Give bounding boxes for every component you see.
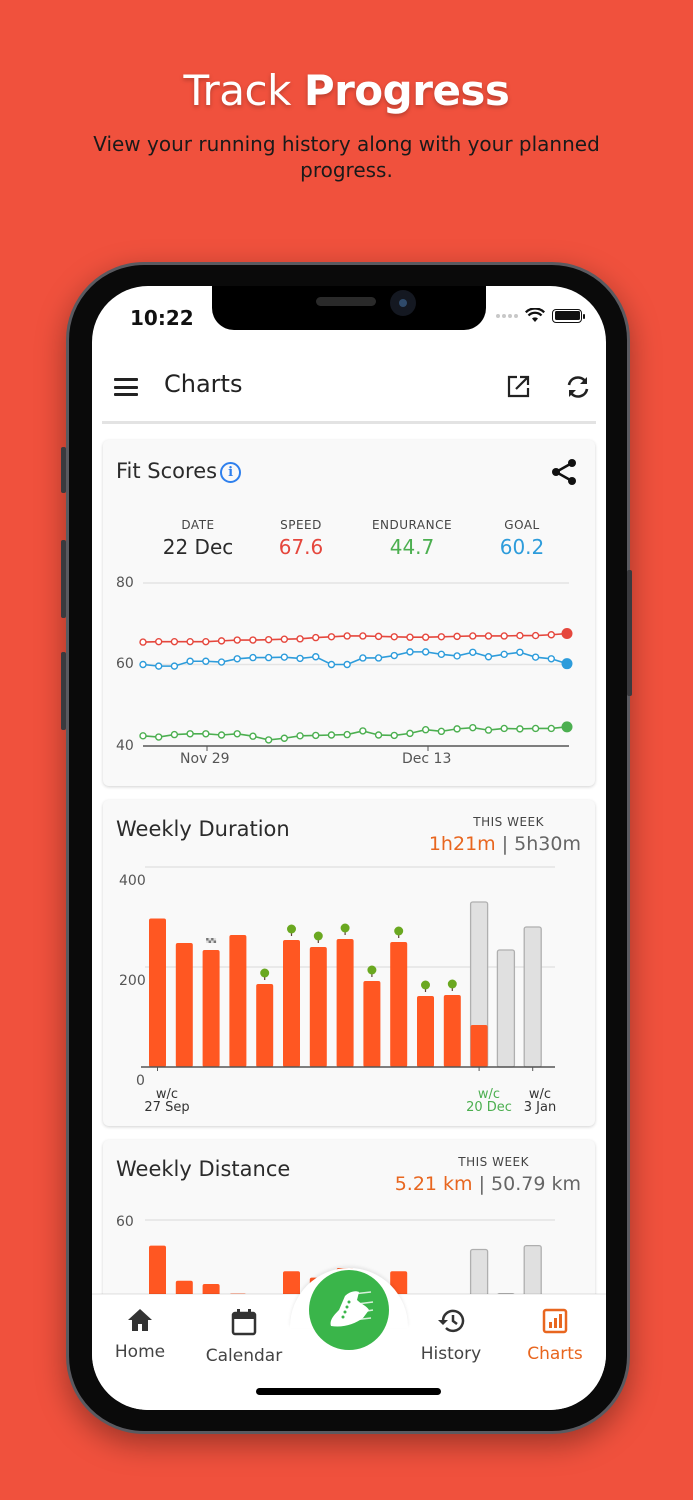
fit-scores-title: Fit Scores i [116, 459, 242, 483]
x-tick-dec13: Dec 13 [402, 751, 452, 767]
hero-title-bold: Progress [303, 66, 510, 115]
stat-date: DATE 22 Dec [162, 518, 234, 559]
home-icon [128, 1309, 152, 1331]
status-icons [496, 308, 585, 323]
weekly-duration-card: Weekly Duration THIS WEEK 1h21m | 5h30m … [103, 800, 595, 1126]
cellular-signal-icon [496, 313, 518, 318]
x-tick-3jan: w/c 3 Jan [523, 1087, 557, 1115]
hero-title: Track Progress [0, 66, 693, 115]
y-tick-80: 80 [116, 575, 134, 591]
y-tick-60: 60 [116, 1214, 134, 1230]
stat-goal: GOAL 60.2 [499, 518, 545, 559]
this-week-duration: 1h21m | 5h30m [428, 833, 581, 855]
open-external-icon[interactable] [506, 373, 532, 399]
stat-speed: SPEED 67.6 [278, 518, 324, 559]
y-tick-0: 0 [136, 1073, 145, 1089]
notch [212, 286, 486, 330]
nav-calendar[interactable]: Calendar [194, 1308, 294, 1366]
x-tick-nov29: Nov 29 [180, 751, 230, 767]
start-run-fab[interactable] [309, 1270, 389, 1350]
this-week-distance: 5.21 km | 50.79 km [394, 1173, 581, 1195]
speaker [316, 297, 376, 306]
x-tick-20dec: w/c 20 Dec [466, 1087, 512, 1115]
running-shoe-icon [330, 1291, 374, 1327]
nav-history[interactable]: History [401, 1308, 501, 1364]
nav-charts[interactable]: Charts [505, 1308, 605, 1364]
home-indicator [256, 1388, 441, 1395]
y-tick-200: 200 [119, 973, 146, 989]
bottom-navigation: Home Calendar History Charts [92, 1268, 606, 1410]
hero-title-light: Track [183, 66, 292, 115]
phone-volume-down [61, 652, 66, 730]
x-tick-27sep: w/c 27 Sep [144, 1087, 190, 1115]
nav-home[interactable]: Home [92, 1308, 190, 1362]
this-week-label: THIS WEEK [458, 1155, 529, 1169]
phone-power-button [627, 570, 632, 696]
battery-icon [552, 308, 585, 323]
fit-scores-line-chart[interactable] [103, 440, 595, 786]
status-time: 10:22 [130, 306, 194, 330]
page-title: Charts [164, 370, 243, 398]
y-tick-60: 60 [116, 656, 134, 672]
menu-icon[interactable] [114, 378, 138, 396]
hero-subtitle: View your running history along with you… [93, 132, 600, 182]
weekly-distance-title: Weekly Distance [116, 1157, 291, 1181]
y-tick-40: 40 [116, 738, 134, 754]
this-week-label: THIS WEEK [473, 815, 544, 829]
wifi-icon [525, 308, 545, 322]
app-bar: Charts [92, 356, 606, 418]
sync-icon[interactable] [564, 373, 592, 401]
info-icon[interactable]: i [220, 462, 242, 483]
fit-scores-card: Fit Scores i DATE 22 Dec SPEED 67.6 ENDUR… [103, 440, 595, 786]
share-icon[interactable] [551, 458, 577, 486]
chart-icon [542, 1308, 568, 1334]
phone-volume-up [61, 540, 66, 618]
y-tick-400: 400 [119, 873, 146, 889]
appbar-divider [102, 421, 596, 424]
phone-screen: 10:22 Charts Fit Scores i DATE 22 Dec SPE… [92, 286, 606, 1410]
phone-mute-switch [61, 447, 66, 493]
weekly-duration-title: Weekly Duration [116, 817, 290, 841]
stat-endurance: ENDURANCE 44.7 [371, 518, 453, 559]
history-icon [438, 1309, 465, 1333]
weekly-duration-bar-chart[interactable] [103, 800, 595, 1126]
calendar-icon [231, 1309, 257, 1336]
camera [390, 290, 416, 316]
